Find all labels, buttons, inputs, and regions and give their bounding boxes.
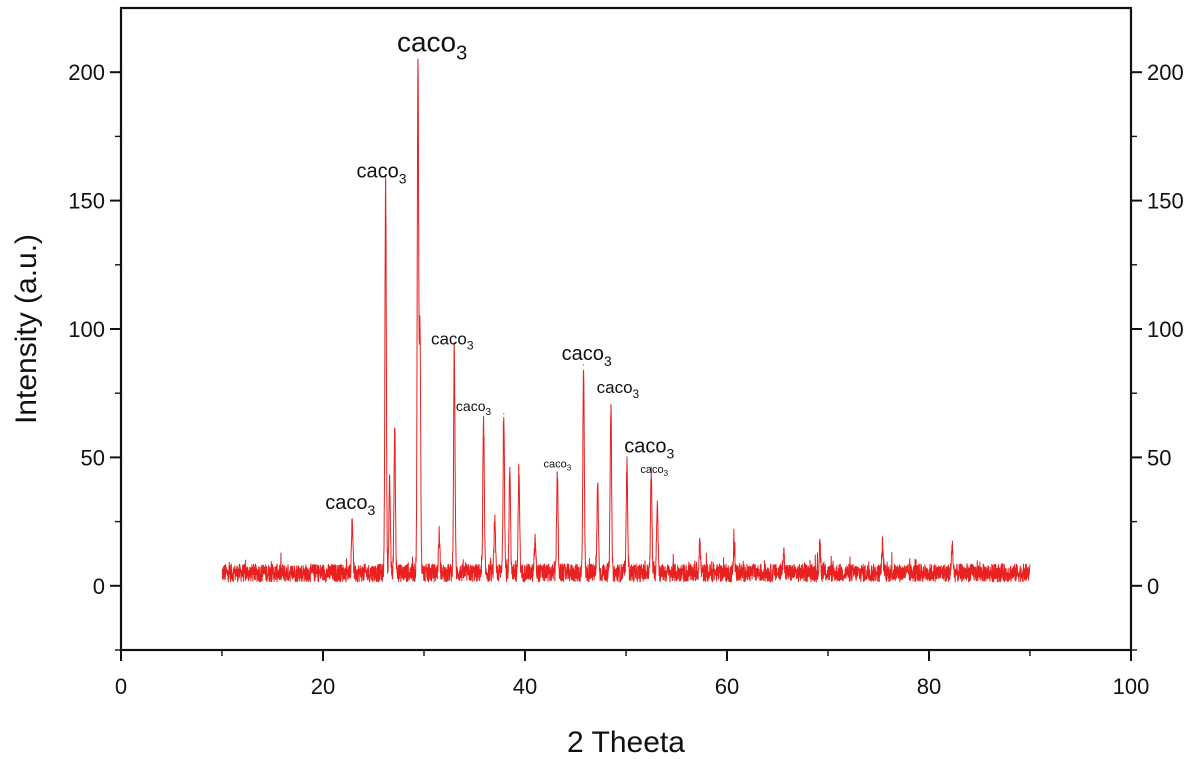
peak-label: caco3 <box>357 160 407 186</box>
peak-label-text: caco <box>543 459 566 471</box>
y-tick-label-left: 100 <box>68 317 105 342</box>
peak-point <box>351 518 353 520</box>
y-tick-label-left: 0 <box>93 574 105 599</box>
peak-point <box>597 482 599 484</box>
peak-point <box>582 364 585 366</box>
peak-label-subscript: 3 <box>485 407 491 418</box>
y-axis-title: Intensity (a.u.) <box>10 234 43 424</box>
peak-point <box>556 472 558 474</box>
peak-point <box>419 328 421 330</box>
peak-label: caco3 <box>456 398 492 418</box>
peak-label: caco3 <box>562 343 612 369</box>
peak-point <box>881 544 884 546</box>
peak-point <box>518 467 520 469</box>
peak-label-subscript: 3 <box>567 464 572 473</box>
peak-label-text: caco <box>624 435 666 457</box>
peak-annotations: caco3caco3caco3caco3caco3caco3caco3caco3… <box>325 27 674 518</box>
peak-point <box>494 521 496 523</box>
peak-label: caco3 <box>431 329 474 352</box>
peak-label-subscript: 3 <box>664 469 669 478</box>
y-tick-label-left: 50 <box>81 445 105 470</box>
peak-point <box>733 546 735 548</box>
peak-label-text: caco <box>562 343 604 365</box>
axis-ticks <box>110 71 1142 661</box>
peak-label-subscript: 3 <box>467 338 474 352</box>
y-tick-label-left: 200 <box>68 60 105 85</box>
y-tick-label-right: 150 <box>1147 189 1184 214</box>
xrd-series-line <box>221 58 1031 583</box>
y-tick-label-right: 50 <box>1147 445 1171 470</box>
peak-point <box>650 472 652 474</box>
peak-label-text: caco <box>640 464 663 476</box>
peak-label-text: caco <box>597 378 633 397</box>
y-tick-label-right: 0 <box>1147 574 1159 599</box>
y-tick-label-left: 150 <box>68 189 105 214</box>
peak-point <box>417 66 419 68</box>
peak-label-subscript: 3 <box>399 170 407 186</box>
peak-label: caco3 <box>640 464 668 478</box>
peak-point <box>699 541 701 543</box>
tick-labels: 0 20 40 60 80 100 0 50 100 150 200 0 50 100 150 200 <box>68 60 1183 699</box>
peak-point <box>389 482 391 484</box>
peak-point <box>610 405 612 407</box>
peak-point <box>509 467 511 469</box>
x-tick-label: 80 <box>917 674 941 699</box>
peak-point <box>534 538 536 541</box>
x-tick-label: 60 <box>715 674 739 699</box>
peak-label-subscript: 3 <box>456 43 467 65</box>
x-tick-label: 100 <box>1113 674 1150 699</box>
peak-point <box>782 549 785 551</box>
peak-point <box>453 351 455 353</box>
peak-label-text: caco <box>456 398 486 414</box>
peak-label-text: caco <box>357 160 399 182</box>
x-axis-title: 2 Theeta <box>567 726 685 759</box>
x-tick-label: 20 <box>311 674 335 699</box>
peak-point <box>482 420 485 423</box>
x-tick-label: 0 <box>115 674 127 699</box>
peak-point <box>503 413 505 415</box>
peak-label: caco3 <box>543 459 571 473</box>
peak-label-subscript: 3 <box>666 445 674 461</box>
peak-label: caco3 <box>325 492 375 518</box>
peak-label-text: caco <box>397 27 456 58</box>
x-tick-label: 40 <box>513 674 537 699</box>
peak-label: caco3 <box>597 378 640 401</box>
peak-point <box>819 544 821 546</box>
peak-label-text: caco <box>325 492 367 514</box>
peak-label-text: caco <box>431 329 467 348</box>
series-group <box>221 58 1031 583</box>
peak-label-subscript: 3 <box>604 353 612 369</box>
peak-label-subscript: 3 <box>633 387 640 401</box>
peak-point <box>385 182 387 184</box>
peak-point <box>656 500 658 502</box>
peak-label: caco3 <box>397 27 467 65</box>
y-tick-label-right: 100 <box>1147 317 1184 342</box>
peak-point <box>951 544 953 546</box>
peak-point <box>394 428 396 430</box>
peak-point <box>626 464 628 466</box>
peak-label-subscript: 3 <box>367 502 375 518</box>
peak-point <box>438 533 440 536</box>
y-tick-label-right: 200 <box>1147 60 1184 85</box>
peak-label: caco3 <box>624 435 674 461</box>
